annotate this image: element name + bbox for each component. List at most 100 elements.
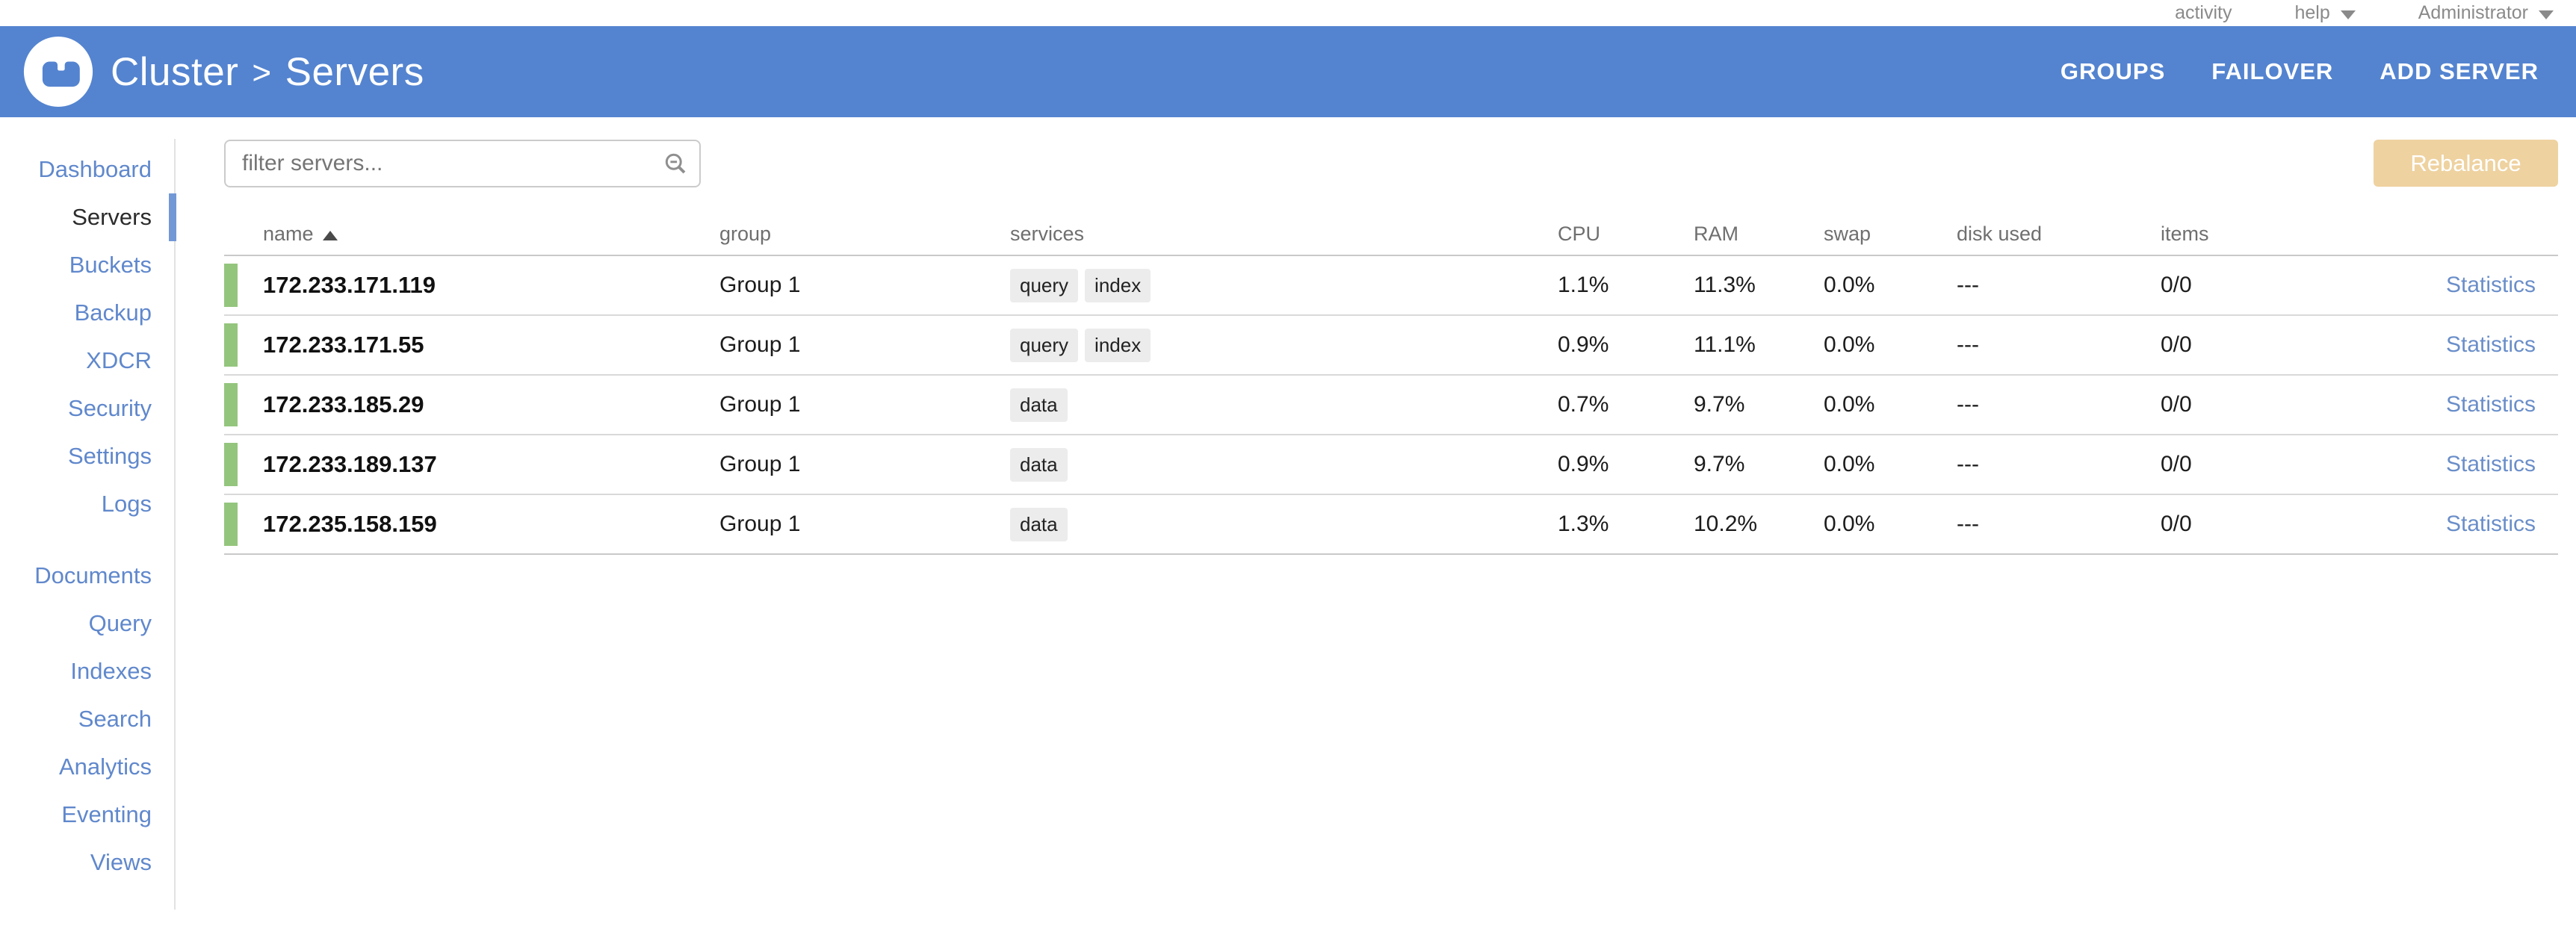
cpu-value: 0.9% bbox=[1558, 452, 1609, 476]
health-status-bar bbox=[224, 264, 238, 307]
sidebar-item-dashboard[interactable]: Dashboard bbox=[38, 156, 152, 182]
statistics-link[interactable]: Statistics bbox=[2445, 392, 2536, 417]
server-services: data bbox=[1010, 388, 1558, 422]
breadcrumb-current: Servers bbox=[285, 49, 424, 94]
sidebar-item-buckets[interactable]: Buckets bbox=[69, 252, 152, 278]
health-status-bar bbox=[224, 443, 238, 486]
health-status-bar bbox=[224, 503, 238, 546]
swap-value: 0.0% bbox=[1824, 512, 1875, 536]
server-name: 172.235.158.159 bbox=[263, 511, 437, 537]
sidebar-item-logs[interactable]: Logs bbox=[101, 491, 152, 517]
sidebar-item-analytics[interactable]: Analytics bbox=[58, 753, 152, 780]
sidebar-item-query[interactable]: Query bbox=[88, 610, 152, 636]
sidebar-item-backup[interactable]: Backup bbox=[74, 299, 152, 326]
disk-used-value: --- bbox=[1957, 452, 1979, 476]
column-header-items[interactable]: items bbox=[2161, 223, 2209, 245]
cpu-value: 1.3% bbox=[1558, 512, 1609, 536]
items-value: 0/0 bbox=[2161, 332, 2192, 357]
user-label: Administrator bbox=[2418, 2, 2528, 23]
sidebar-item-settings[interactable]: Settings bbox=[67, 443, 152, 469]
service-tag: data bbox=[1010, 388, 1068, 422]
chevron-down-icon bbox=[2539, 10, 2554, 19]
server-group: Group 1 bbox=[719, 512, 801, 536]
items-value: 0/0 bbox=[2161, 273, 2192, 297]
table-row[interactable]: 172.233.185.29 Group 1 data 0.7% 9.7% 0.… bbox=[224, 376, 2558, 435]
swap-value: 0.0% bbox=[1824, 332, 1875, 357]
servers-toolbar: Rebalance bbox=[224, 140, 2558, 187]
service-tag: index bbox=[1085, 328, 1151, 362]
sidebar-item-security[interactable]: Security bbox=[68, 395, 152, 421]
statistics-link[interactable]: Statistics bbox=[2445, 452, 2536, 476]
swap-value: 0.0% bbox=[1824, 392, 1875, 417]
filter-field-wrap bbox=[224, 140, 701, 187]
statistics-link[interactable]: Statistics bbox=[2445, 273, 2536, 297]
disk-used-value: --- bbox=[1957, 392, 1979, 417]
column-header-cpu[interactable]: CPU bbox=[1558, 223, 1601, 245]
statistics-link[interactable]: Statistics bbox=[2445, 332, 2536, 357]
server-group: Group 1 bbox=[719, 452, 801, 476]
activity-link[interactable]: activity bbox=[2175, 2, 2232, 24]
header-actions: GROUPS FAILOVER ADD SERVER bbox=[2061, 58, 2539, 85]
failover-button[interactable]: FAILOVER bbox=[2211, 58, 2334, 84]
server-group: Group 1 bbox=[719, 273, 801, 297]
sidebar-item-documents[interactable]: Documents bbox=[34, 562, 152, 588]
sort-ascending-icon bbox=[322, 231, 338, 240]
server-services: query index bbox=[1010, 268, 1558, 302]
swap-value: 0.0% bbox=[1824, 273, 1875, 297]
rebalance-button[interactable]: Rebalance bbox=[2374, 140, 2558, 187]
column-header-group[interactable]: group bbox=[719, 223, 772, 245]
service-tag: data bbox=[1010, 447, 1068, 482]
add-server-button[interactable]: ADD SERVER bbox=[2380, 58, 2539, 84]
cpu-value: 0.7% bbox=[1558, 392, 1609, 417]
swap-value: 0.0% bbox=[1824, 452, 1875, 476]
breadcrumb-separator: > bbox=[252, 55, 272, 91]
service-tag: data bbox=[1010, 507, 1068, 541]
couchbase-logo-icon bbox=[23, 36, 93, 108]
sidebar-item-eventing[interactable]: Eventing bbox=[61, 801, 152, 827]
table-row[interactable]: 172.233.171.119 Group 1 query index 1.1% … bbox=[224, 256, 2558, 316]
sidebar-item-indexes[interactable]: Indexes bbox=[70, 658, 152, 684]
sidebar-item-search[interactable]: Search bbox=[78, 706, 152, 732]
sidebar-nav: Dashboard Servers Buckets Backup XDCR Se… bbox=[0, 117, 176, 926]
table-header-row: name group services CPU RAM swap disk us… bbox=[224, 214, 2558, 255]
help-menu[interactable]: help bbox=[2294, 2, 2356, 24]
health-status-bar bbox=[224, 323, 238, 367]
server-name: 172.233.171.119 bbox=[263, 272, 436, 298]
cpu-value: 1.1% bbox=[1558, 273, 1609, 297]
servers-table: name group services CPU RAM swap disk us… bbox=[224, 214, 2558, 555]
table-row[interactable]: 172.235.158.159 Group 1 data 1.3% 10.2% … bbox=[224, 495, 2558, 555]
table-row[interactable]: 172.233.189.137 Group 1 data 0.9% 9.7% 0… bbox=[224, 435, 2558, 495]
server-services: data bbox=[1010, 507, 1558, 541]
ram-value: 10.2% bbox=[1694, 512, 1758, 536]
sidebar-item-label: Servers bbox=[72, 204, 152, 230]
sidebar-divider bbox=[174, 139, 176, 910]
server-name: 172.233.189.137 bbox=[263, 451, 437, 477]
service-tag: query bbox=[1010, 328, 1079, 362]
disk-used-value: --- bbox=[1957, 332, 1979, 357]
table-row[interactable]: 172.233.171.55 Group 1 query index 0.9% 1… bbox=[224, 316, 2558, 376]
column-header-swap[interactable]: swap bbox=[1824, 223, 1871, 245]
ram-value: 11.1% bbox=[1694, 332, 1756, 357]
cpu-value: 0.9% bbox=[1558, 332, 1609, 357]
statistics-link[interactable]: Statistics bbox=[2445, 512, 2536, 536]
sidebar-item-xdcr[interactable]: XDCR bbox=[86, 347, 152, 373]
server-group: Group 1 bbox=[719, 392, 801, 417]
groups-button[interactable]: GROUPS bbox=[2060, 58, 2166, 84]
search-icon bbox=[665, 153, 686, 174]
user-menu[interactable]: Administrator bbox=[2418, 2, 2554, 24]
service-tag: index bbox=[1085, 268, 1151, 302]
sidebar-item-servers[interactable]: Servers bbox=[0, 193, 176, 241]
server-services: query index bbox=[1010, 328, 1558, 362]
table-body: 172.233.171.119 Group 1 query index 1.1% … bbox=[224, 255, 2558, 555]
items-value: 0/0 bbox=[2161, 452, 2192, 476]
server-services: data bbox=[1010, 447, 1558, 482]
ram-value: 9.7% bbox=[1694, 392, 1745, 417]
disk-used-value: --- bbox=[1957, 273, 1979, 297]
servers-content: Rebalance name group services CPU RAM sw… bbox=[175, 117, 2576, 926]
column-header-name[interactable]: name bbox=[263, 223, 719, 246]
column-header-services[interactable]: services bbox=[1010, 223, 1085, 245]
column-header-disk-used[interactable]: disk used bbox=[1957, 223, 2043, 245]
filter-servers-input[interactable] bbox=[224, 140, 701, 187]
column-header-ram[interactable]: RAM bbox=[1694, 223, 1739, 245]
sidebar-item-views[interactable]: Views bbox=[90, 849, 152, 875]
